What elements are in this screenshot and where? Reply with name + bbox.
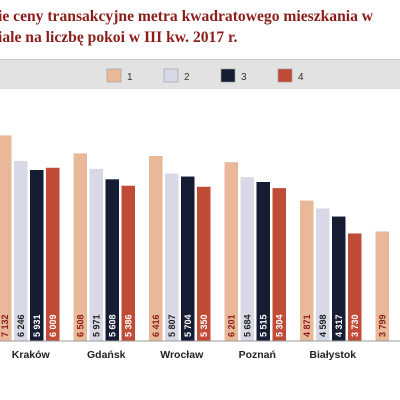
data-label-wroclaw-series-2: 5 807 xyxy=(167,314,177,337)
bar-wroclaw-series-3 xyxy=(181,176,195,341)
bar-bialystok-series-3 xyxy=(332,216,346,341)
data-label-bialystok-series-2: 4 598 xyxy=(318,314,328,337)
category-label-gdansk: Gdańsk xyxy=(87,349,126,361)
data-label-gdansk-series-2: 5 971 xyxy=(91,314,101,337)
data-label-b-series-1: 3 799 xyxy=(377,314,387,337)
legend-label-2: 2 xyxy=(184,72,190,83)
data-label-gdansk-series-4: 5 386 xyxy=(123,314,133,337)
legend-swatch-4 xyxy=(277,68,293,83)
bar-wroclaw-series-2 xyxy=(165,173,179,341)
data-label-wroclaw-series-4: 5 350 xyxy=(199,314,209,337)
data-label-gdansk-series-1: 6 508 xyxy=(75,314,85,337)
bar-bialystok-series-1 xyxy=(300,200,314,341)
chart-title: ie ceny transakcyjne metra kwadratowego … xyxy=(0,6,400,48)
data-label-krakow-series-4: 6 009 xyxy=(48,314,58,337)
bar-krakow-series-4 xyxy=(46,167,60,341)
chart-title-line-1: ie ceny transakcyjne metra kwadratowego … xyxy=(0,8,374,25)
bar-bialystok-series-4 xyxy=(348,233,362,341)
bar-poznan-series-4 xyxy=(272,188,286,341)
data-label-poznan-series-2: 5 684 xyxy=(242,314,252,337)
bar-poznan-series-2 xyxy=(240,177,254,341)
bar-poznan-series-3 xyxy=(256,182,270,341)
data-label-gdansk-series-3: 5 608 xyxy=(107,314,117,337)
category-label-wroclaw: Wrocław xyxy=(160,349,204,361)
data-label-poznan-series-4: 5 304 xyxy=(274,314,284,337)
bar-wroclaw-series-1 xyxy=(149,156,163,341)
legend-label-3: 3 xyxy=(241,72,247,83)
legend-swatch-3 xyxy=(220,68,236,83)
chart-title-line-2: iale na liczbę pokoi w III kw. 2017 r. xyxy=(0,29,238,46)
legend-label-4: 4 xyxy=(298,72,304,83)
data-label-poznan-series-1: 6 201 xyxy=(226,314,236,337)
legend-band xyxy=(0,59,400,91)
bar-bialystok-series-2 xyxy=(316,208,330,341)
bar-gdansk-series-4 xyxy=(121,185,135,341)
bar-krakow-series-1 xyxy=(0,135,12,341)
bar-b-series-1 xyxy=(375,231,389,341)
category-label-krakow: Kraków xyxy=(12,349,51,361)
bar-gdansk-series-2 xyxy=(89,168,103,341)
bar-krakow-series-2 xyxy=(14,160,28,341)
bar-wroclaw-series-4 xyxy=(197,186,211,341)
data-label-wroclaw-series-1: 6 416 xyxy=(151,314,161,337)
data-label-krakow-series-1: 7 132 xyxy=(0,314,10,337)
category-label-poznan: Poznań xyxy=(239,349,276,361)
legend-swatch-2 xyxy=(163,68,179,83)
data-label-poznan-series-3: 5 515 xyxy=(258,314,268,337)
bar-krakow-series-3 xyxy=(30,170,44,341)
bar-gdansk-series-3 xyxy=(105,179,119,341)
data-label-bialystok-series-3: 4 317 xyxy=(334,314,344,337)
bar-poznan-series-1 xyxy=(224,162,238,341)
bar-gdansk-series-1 xyxy=(73,153,87,341)
legend-swatch-1 xyxy=(106,68,122,83)
data-label-krakow-series-3: 5 931 xyxy=(32,314,42,337)
data-label-krakow-series-2: 6 246 xyxy=(16,314,26,337)
data-label-bialystok-series-1: 4 871 xyxy=(302,314,312,337)
data-label-wroclaw-series-3: 5 704 xyxy=(183,314,193,337)
category-label-bialystok: Białystok xyxy=(309,349,356,361)
legend-label-1: 1 xyxy=(127,72,133,83)
data-label-bialystok-series-4: 3 730 xyxy=(350,314,360,337)
